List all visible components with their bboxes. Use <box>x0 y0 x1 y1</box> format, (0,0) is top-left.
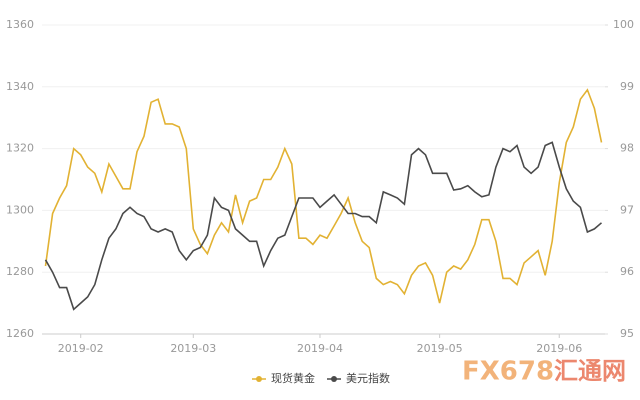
y-tick-label: 1360 <box>6 18 34 31</box>
y-tick-label: 1280 <box>6 265 34 278</box>
y2-tick-label: 96 <box>620 265 634 278</box>
y2-tick-label: 98 <box>620 142 634 155</box>
x-tick-label: 2019-02 <box>58 342 104 355</box>
y2-tick-label: 99 <box>620 80 634 93</box>
watermark-brand: FX678 <box>462 357 554 387</box>
series-line <box>44 141 603 311</box>
x-tick-label: 2019-06 <box>536 342 582 355</box>
watermark-name: 汇通网 <box>554 357 626 385</box>
series-line <box>44 88 603 304</box>
x-tick-label: 2019-04 <box>297 342 343 355</box>
y2-tick-label: 100 <box>613 18 634 31</box>
y-tick-label: 1260 <box>6 327 34 340</box>
x-tick-label: 2019-05 <box>417 342 463 355</box>
legend-marker <box>256 376 262 382</box>
x-tick-label: 2019-03 <box>170 342 216 355</box>
legend-label: 美元指数 <box>346 371 390 385</box>
y-tick-label: 1300 <box>6 203 34 216</box>
y-tick-label: 1320 <box>6 142 34 155</box>
y-tick-label: 1340 <box>6 80 34 93</box>
y2-tick-label: 97 <box>620 203 634 216</box>
y2-tick-label: 95 <box>620 327 634 340</box>
legend-label: 现货黄金 <box>271 371 315 385</box>
legend-marker <box>331 376 337 382</box>
